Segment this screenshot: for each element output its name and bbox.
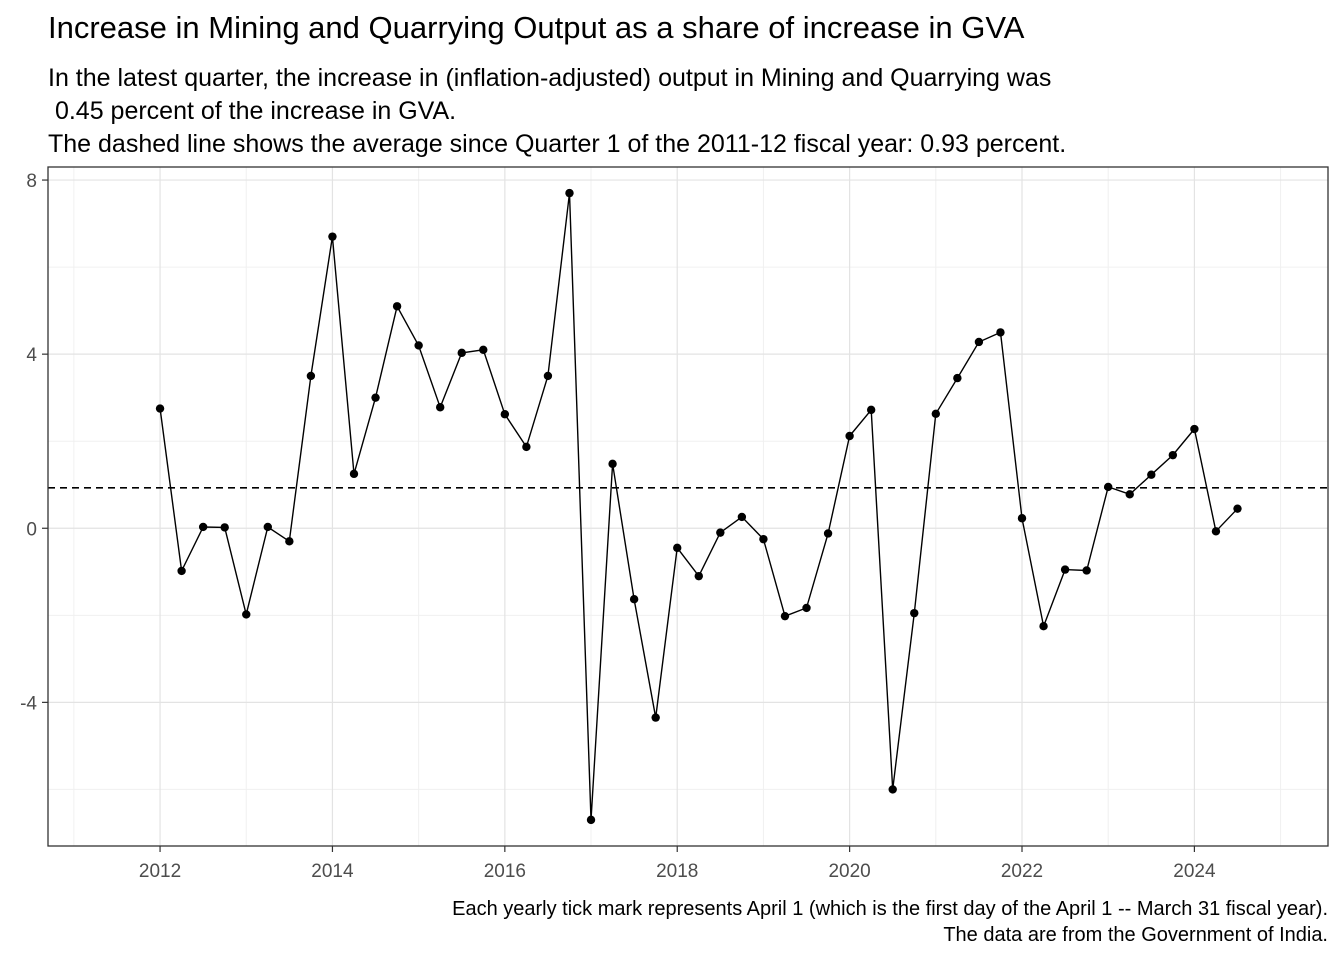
data-point	[242, 610, 251, 619]
series-line	[159, 193, 1239, 820]
data-point	[565, 188, 574, 198]
x-tick-label: 2022	[1001, 861, 1043, 882]
data-point	[198, 522, 208, 532]
caption-line-1: Each yearly tick mark represents April 1…	[452, 898, 1328, 920]
data-point	[1039, 621, 1048, 631]
data-point	[479, 345, 488, 355]
data-point	[608, 459, 617, 469]
data-point	[780, 611, 790, 621]
data-point	[888, 785, 897, 794]
data-point	[263, 522, 272, 532]
data-point	[629, 595, 639, 604]
data-point	[802, 603, 811, 613]
data-point	[220, 523, 229, 532]
x-axis: 2012 2014 2016 2018 2020 2022 2024	[139, 846, 1216, 882]
data-point	[371, 393, 380, 402]
data-point	[414, 341, 423, 350]
x-tick-label: 2016	[484, 861, 526, 882]
data-point	[651, 713, 660, 722]
data-point	[435, 403, 445, 412]
data-point	[716, 528, 725, 537]
data-point	[177, 566, 186, 576]
data-point	[737, 512, 747, 522]
data-point	[1211, 527, 1221, 536]
subtitle-line-1: In the latest quarter, the increase in (…	[48, 64, 1052, 92]
data-point	[1190, 424, 1199, 434]
major-gridlines	[48, 167, 1328, 846]
data-point	[759, 534, 768, 544]
data-point	[1060, 565, 1070, 574]
data-point	[586, 815, 596, 825]
y-tick-label: -4	[20, 693, 37, 714]
data-point	[1104, 482, 1113, 492]
chart-title: Increase in Mining and Quarrying Output …	[48, 10, 1025, 45]
data-point	[953, 373, 962, 383]
data-point	[673, 543, 682, 553]
x-tick-label: 2024	[1173, 861, 1216, 882]
data-point	[910, 608, 919, 618]
data-point	[392, 302, 402, 311]
data-point	[155, 404, 165, 413]
y-tick-label: 8	[26, 171, 37, 192]
data-point	[522, 442, 531, 452]
y-axis: -4 0 4 8	[20, 171, 48, 714]
x-tick-label: 2014	[311, 861, 354, 882]
x-tick-label: 2018	[656, 861, 698, 882]
data-point	[931, 409, 941, 418]
data-point	[694, 571, 703, 581]
data-point	[349, 469, 359, 479]
data-point	[1233, 504, 1242, 513]
data-point	[1147, 470, 1156, 479]
y-tick-label: 0	[26, 519, 37, 540]
data-point	[974, 337, 984, 347]
data-point	[543, 371, 553, 381]
y-tick-label: 4	[26, 345, 37, 366]
data-point	[285, 537, 294, 546]
data-point	[1082, 566, 1091, 575]
data-points	[155, 188, 1242, 825]
data-point	[1168, 450, 1178, 460]
data-point	[845, 431, 854, 441]
x-tick-label: 2012	[139, 861, 181, 882]
data-point	[457, 348, 466, 358]
caption-line-2: The data are from the Government of Indi…	[943, 924, 1328, 946]
chart-caption: Each yearly tick mark represents April 1…	[452, 896, 1328, 948]
data-point	[500, 410, 510, 419]
subtitle-line-3: The dashed line shows the average since …	[48, 130, 1067, 158]
data-point	[996, 328, 1005, 337]
data-point	[306, 371, 316, 381]
data-point	[328, 232, 337, 241]
panel-border	[47, 166, 1329, 847]
subtitle-line-2: 0.45 percent of the increase in GVA.	[48, 97, 457, 125]
data-point	[866, 405, 876, 415]
data-point	[1125, 490, 1134, 499]
minor-gridlines	[48, 167, 1328, 846]
data-point	[1017, 514, 1027, 523]
chart-subtitle: In the latest quarter, the increase in (…	[48, 62, 1066, 161]
data-point	[823, 529, 833, 538]
x-tick-label: 2020	[828, 861, 870, 882]
